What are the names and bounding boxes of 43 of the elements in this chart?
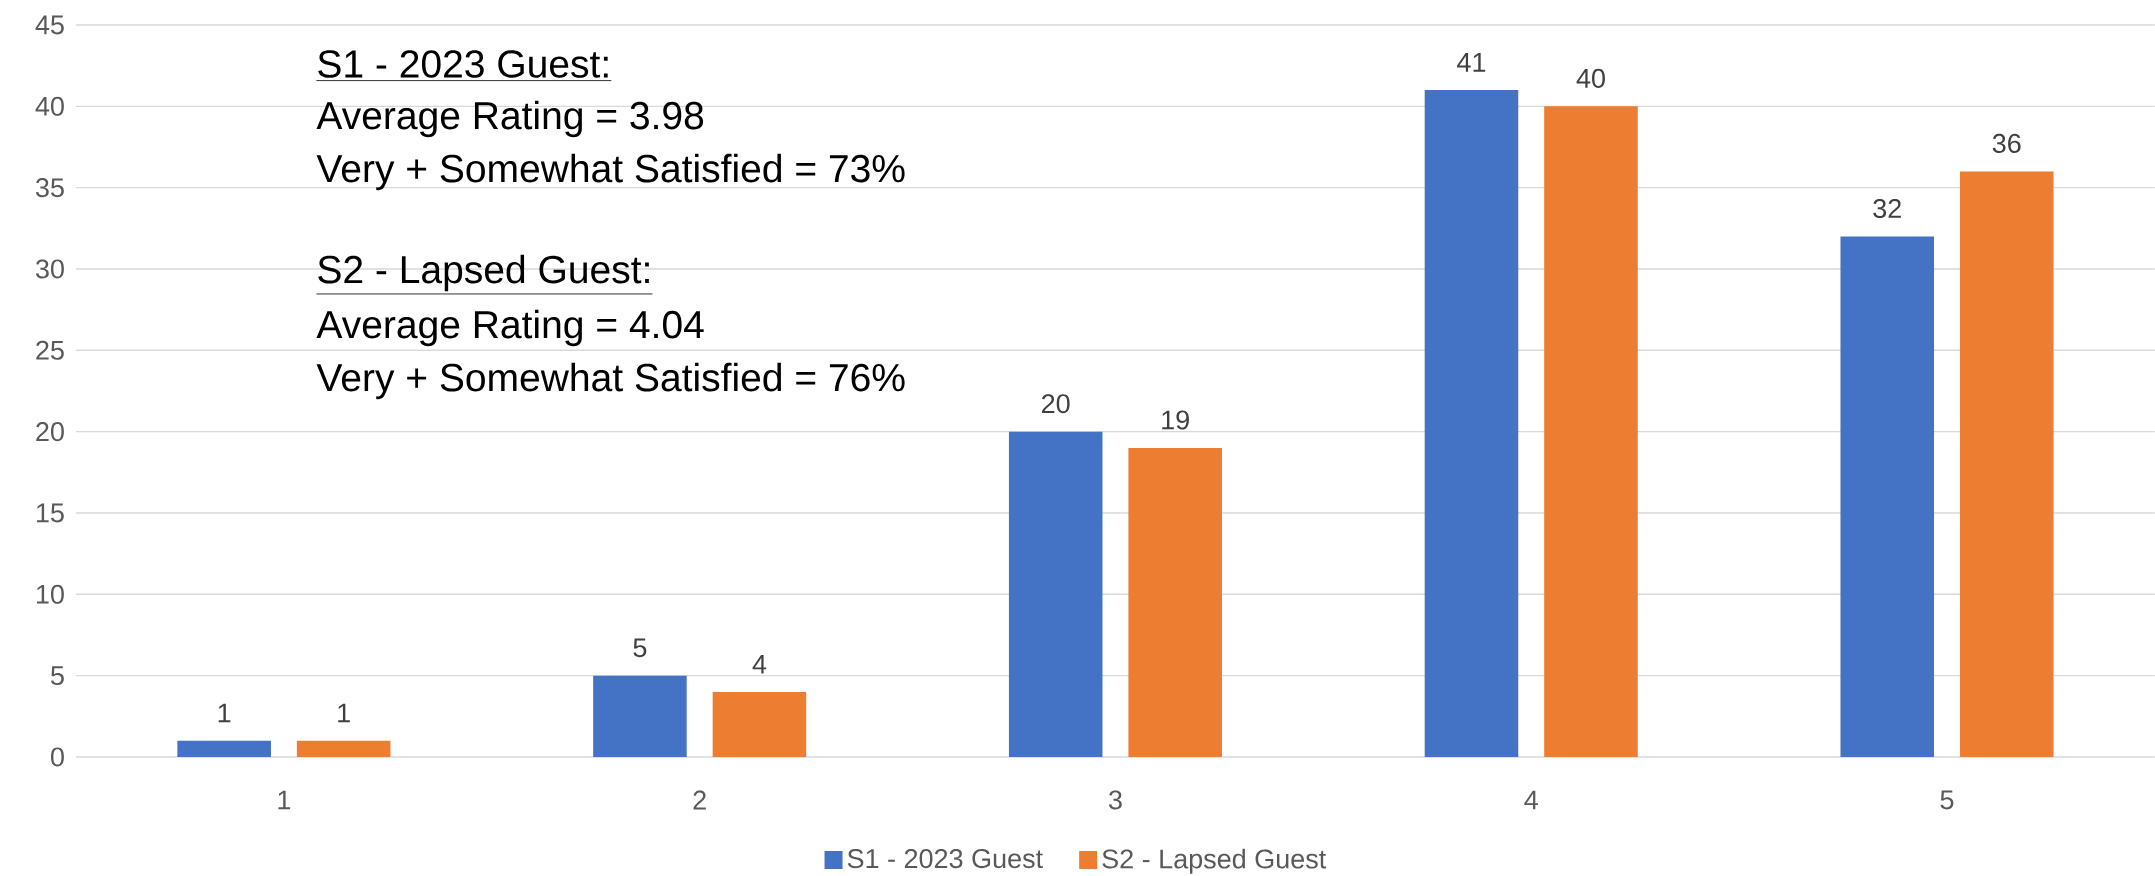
data-label: 40 (1576, 68, 1605, 88)
bar (1128, 447, 1222, 757)
data-label: 41 (1457, 53, 1486, 72)
annotation: S1 - 2023 Guest: (318, 50, 608, 78)
data-label: 1 (218, 703, 231, 723)
y-tick-label: 10 (36, 584, 64, 604)
x-tick-label: 2 (693, 790, 706, 810)
bar (1008, 431, 1103, 757)
bar (593, 675, 687, 757)
y-tick-label: 40 (35, 96, 64, 116)
x-tick-label: 3 (1108, 790, 1122, 810)
data-label: 5 (633, 638, 647, 658)
data-label: 4 (752, 654, 767, 674)
x-tick-label: 1 (278, 790, 291, 810)
bar (296, 740, 391, 757)
bar (1959, 171, 2054, 757)
y-tick-label: 35 (35, 178, 64, 198)
data-label: 36 (1992, 133, 2021, 153)
bar (177, 740, 271, 757)
annotation: S2 - Lapsed Guest: (318, 254, 649, 292)
data-label: 32 (1873, 198, 1901, 219)
y-tick-label: 30 (35, 259, 64, 279)
bar (1544, 106, 1638, 757)
legend-label: S1 - 2023 Guest (847, 849, 1043, 869)
bar (1424, 90, 1519, 757)
x-tick-label: 5 (1940, 790, 1954, 810)
annotation: Very + Somewhat Satisfied = 73% (316, 153, 905, 191)
annotation: Average Rating = 3.98 (316, 100, 704, 138)
bar (1840, 236, 1935, 757)
annotation: Average Rating = 4.04 (316, 309, 704, 347)
y-tick-label: 15 (36, 503, 64, 523)
y-tick-label: 20 (36, 422, 64, 442)
y-tick-label: 25 (36, 340, 64, 360)
data-label: 20 (1041, 394, 1070, 414)
y-tick-label: 45 (35, 15, 64, 35)
data-label: 19 (1162, 410, 1189, 430)
x-tick-label: 4 (1524, 790, 1538, 810)
legend-label: S2 - Lapsed Guest (1102, 848, 1327, 874)
y-tick-label: 0 (51, 747, 64, 767)
annotation: Very + Somewhat Satisfied = 76% (316, 362, 905, 400)
bar (712, 691, 807, 757)
y-tick-label: 5 (51, 666, 64, 686)
data-label: 1 (338, 703, 350, 723)
